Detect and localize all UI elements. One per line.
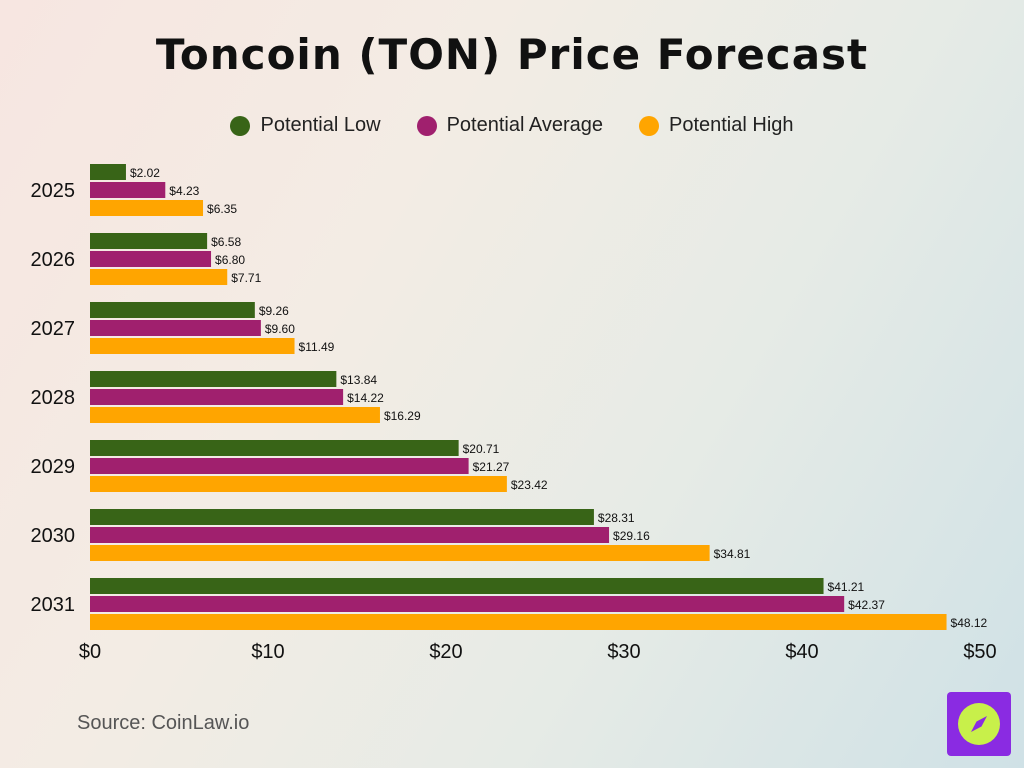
bar bbox=[90, 476, 507, 492]
bar bbox=[90, 164, 126, 180]
bar bbox=[90, 407, 380, 423]
bar bbox=[90, 320, 261, 336]
brand-logo bbox=[947, 692, 1011, 756]
bar bbox=[90, 251, 212, 267]
data-label: $7.71 bbox=[231, 271, 261, 285]
data-label: $6.80 bbox=[215, 253, 245, 267]
legend-label-high: Potential High bbox=[668, 114, 794, 136]
legend-swatch-average bbox=[416, 115, 437, 136]
x-tick-label: $50 bbox=[963, 641, 996, 663]
bar bbox=[90, 509, 594, 525]
bar bbox=[90, 182, 166, 198]
bar bbox=[90, 371, 337, 387]
bar bbox=[90, 596, 845, 612]
data-label: $41.21 bbox=[828, 580, 865, 594]
bar bbox=[90, 458, 469, 474]
bar bbox=[90, 389, 344, 405]
y-tick-label: 2030 bbox=[31, 525, 76, 547]
legend-label-low: Potential Low bbox=[260, 114, 381, 136]
bar bbox=[90, 269, 228, 285]
bar bbox=[90, 527, 610, 543]
y-tick-label: 2026 bbox=[31, 249, 76, 271]
y-tick-label: 2031 bbox=[31, 594, 76, 616]
y-tick-label: 2029 bbox=[31, 456, 76, 478]
data-label: $2.02 bbox=[130, 166, 160, 180]
y-tick-label: 2027 bbox=[31, 318, 76, 340]
legend-item-average: Potential Average bbox=[416, 114, 603, 137]
legend-label-average: Potential Average bbox=[446, 114, 603, 136]
data-label: $9.60 bbox=[265, 322, 295, 336]
data-label: $11.49 bbox=[299, 340, 335, 354]
data-label: $6.58 bbox=[211, 235, 241, 249]
bar bbox=[90, 302, 255, 318]
data-label: $6.35 bbox=[207, 202, 237, 216]
data-label: $16.29 bbox=[384, 409, 421, 423]
chart-title: Toncoin (TON) Price Forecast bbox=[155, 30, 869, 79]
compass-icon bbox=[958, 703, 1000, 745]
data-label: $34.81 bbox=[714, 547, 751, 561]
bar bbox=[90, 233, 208, 249]
data-label: $20.71 bbox=[463, 442, 500, 456]
data-label: $48.12 bbox=[951, 616, 988, 630]
x-tick-label: $10 bbox=[251, 641, 284, 663]
legend-swatch-low bbox=[230, 115, 251, 136]
chart-legend: Potential Low Potential Average Potentia… bbox=[0, 114, 1024, 137]
data-label: $4.23 bbox=[169, 184, 199, 198]
y-tick-label: 2025 bbox=[31, 180, 76, 202]
legend-item-high: Potential High bbox=[638, 114, 794, 137]
bar bbox=[90, 578, 824, 594]
bar-chart: 2025 $2.02 $4.23 $6.35 2026 $6.58 $6.80 $7.71 20… bbox=[31, 164, 997, 663]
data-label: $21.27 bbox=[473, 460, 510, 474]
data-label: $13.84 bbox=[340, 373, 377, 387]
data-label: $9.26 bbox=[259, 304, 289, 318]
y-tick-label: 2028 bbox=[31, 387, 76, 409]
x-tick-label: $40 bbox=[785, 641, 818, 663]
data-label: $28.31 bbox=[598, 511, 635, 525]
bar bbox=[90, 338, 295, 354]
data-label: $14.22 bbox=[347, 391, 384, 405]
x-tick-label: $0 bbox=[79, 641, 101, 663]
legend-swatch-high bbox=[638, 115, 659, 136]
bar bbox=[90, 614, 947, 630]
data-label: $42.37 bbox=[848, 598, 885, 612]
source-note: Source: CoinLaw.io bbox=[77, 712, 250, 734]
data-label: $23.42 bbox=[511, 478, 548, 492]
bar bbox=[90, 200, 204, 216]
data-label: $29.16 bbox=[613, 529, 650, 543]
legend-item-low: Potential Low bbox=[230, 114, 381, 137]
x-tick-label: $20 bbox=[429, 641, 462, 663]
bar bbox=[90, 440, 459, 456]
bar bbox=[90, 545, 710, 561]
x-tick-label: $30 bbox=[607, 641, 640, 663]
